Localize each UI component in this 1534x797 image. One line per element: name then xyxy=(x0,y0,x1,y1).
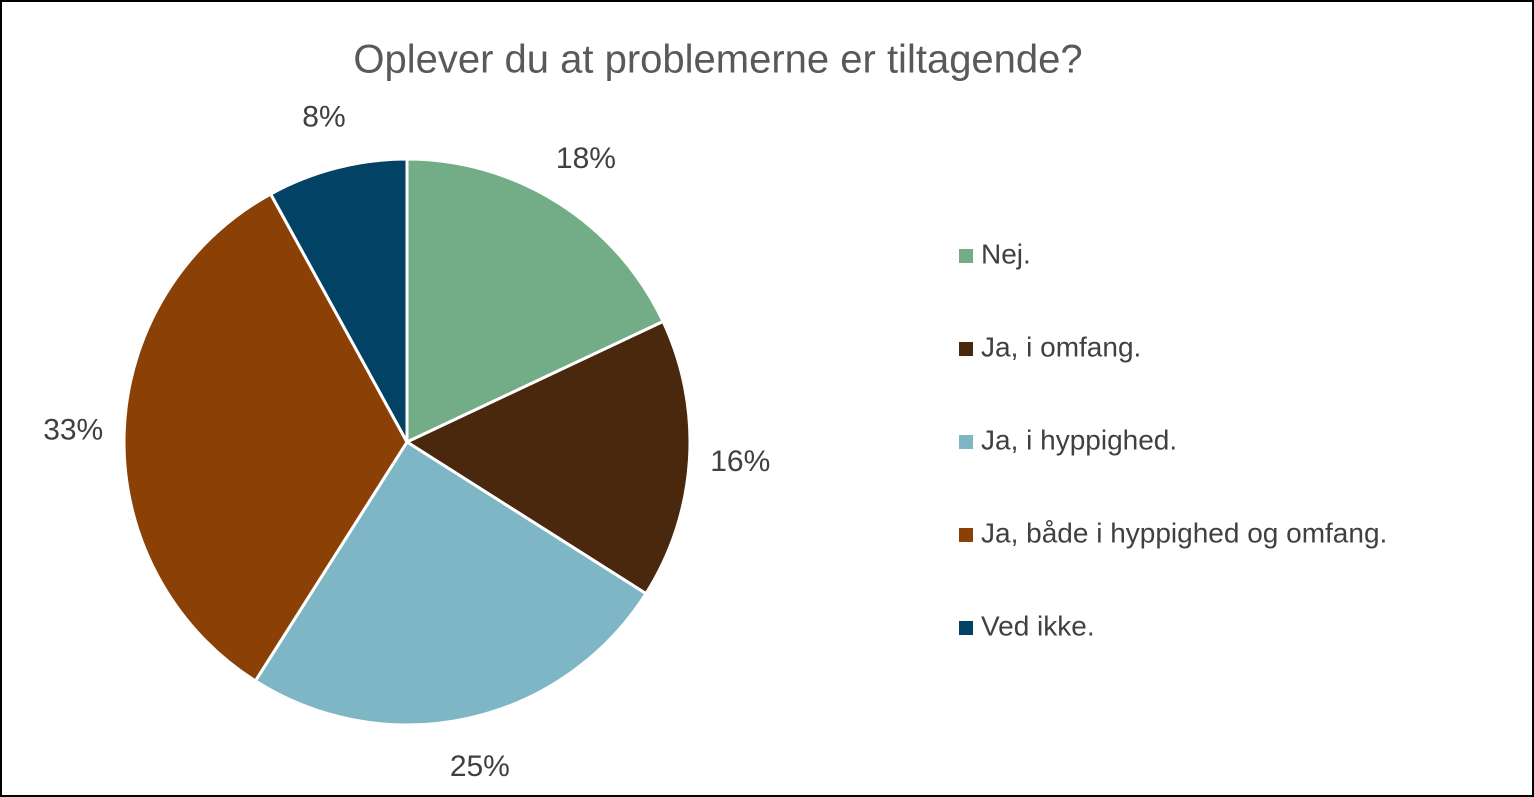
legend-label: Ja, i omfang. xyxy=(981,331,1141,362)
chart-title: Oplever du at problemerne er tiltagende? xyxy=(353,38,1082,82)
legend-swatch xyxy=(959,621,973,635)
legend-swatch xyxy=(959,342,973,356)
pie-slice xyxy=(403,319,692,596)
pie-slice xyxy=(253,439,649,727)
pie-slice xyxy=(405,157,666,445)
legend-label: Nej. xyxy=(981,238,1031,269)
data-label: 18% xyxy=(556,142,616,175)
data-label: 25% xyxy=(450,750,510,783)
legend-label: Ja, både i hyppighed og omfang. xyxy=(981,517,1387,548)
data-label: 8% xyxy=(302,100,345,133)
legend-label: Ja, i hyppighed. xyxy=(981,424,1177,455)
legend-swatch xyxy=(959,435,973,449)
data-label: 16% xyxy=(710,445,770,478)
legend-swatch xyxy=(959,249,973,263)
pie-slice xyxy=(268,157,409,443)
legend-swatch xyxy=(959,528,973,542)
data-label: 33% xyxy=(43,413,103,446)
legend-label: Ved ikke. xyxy=(981,610,1095,641)
